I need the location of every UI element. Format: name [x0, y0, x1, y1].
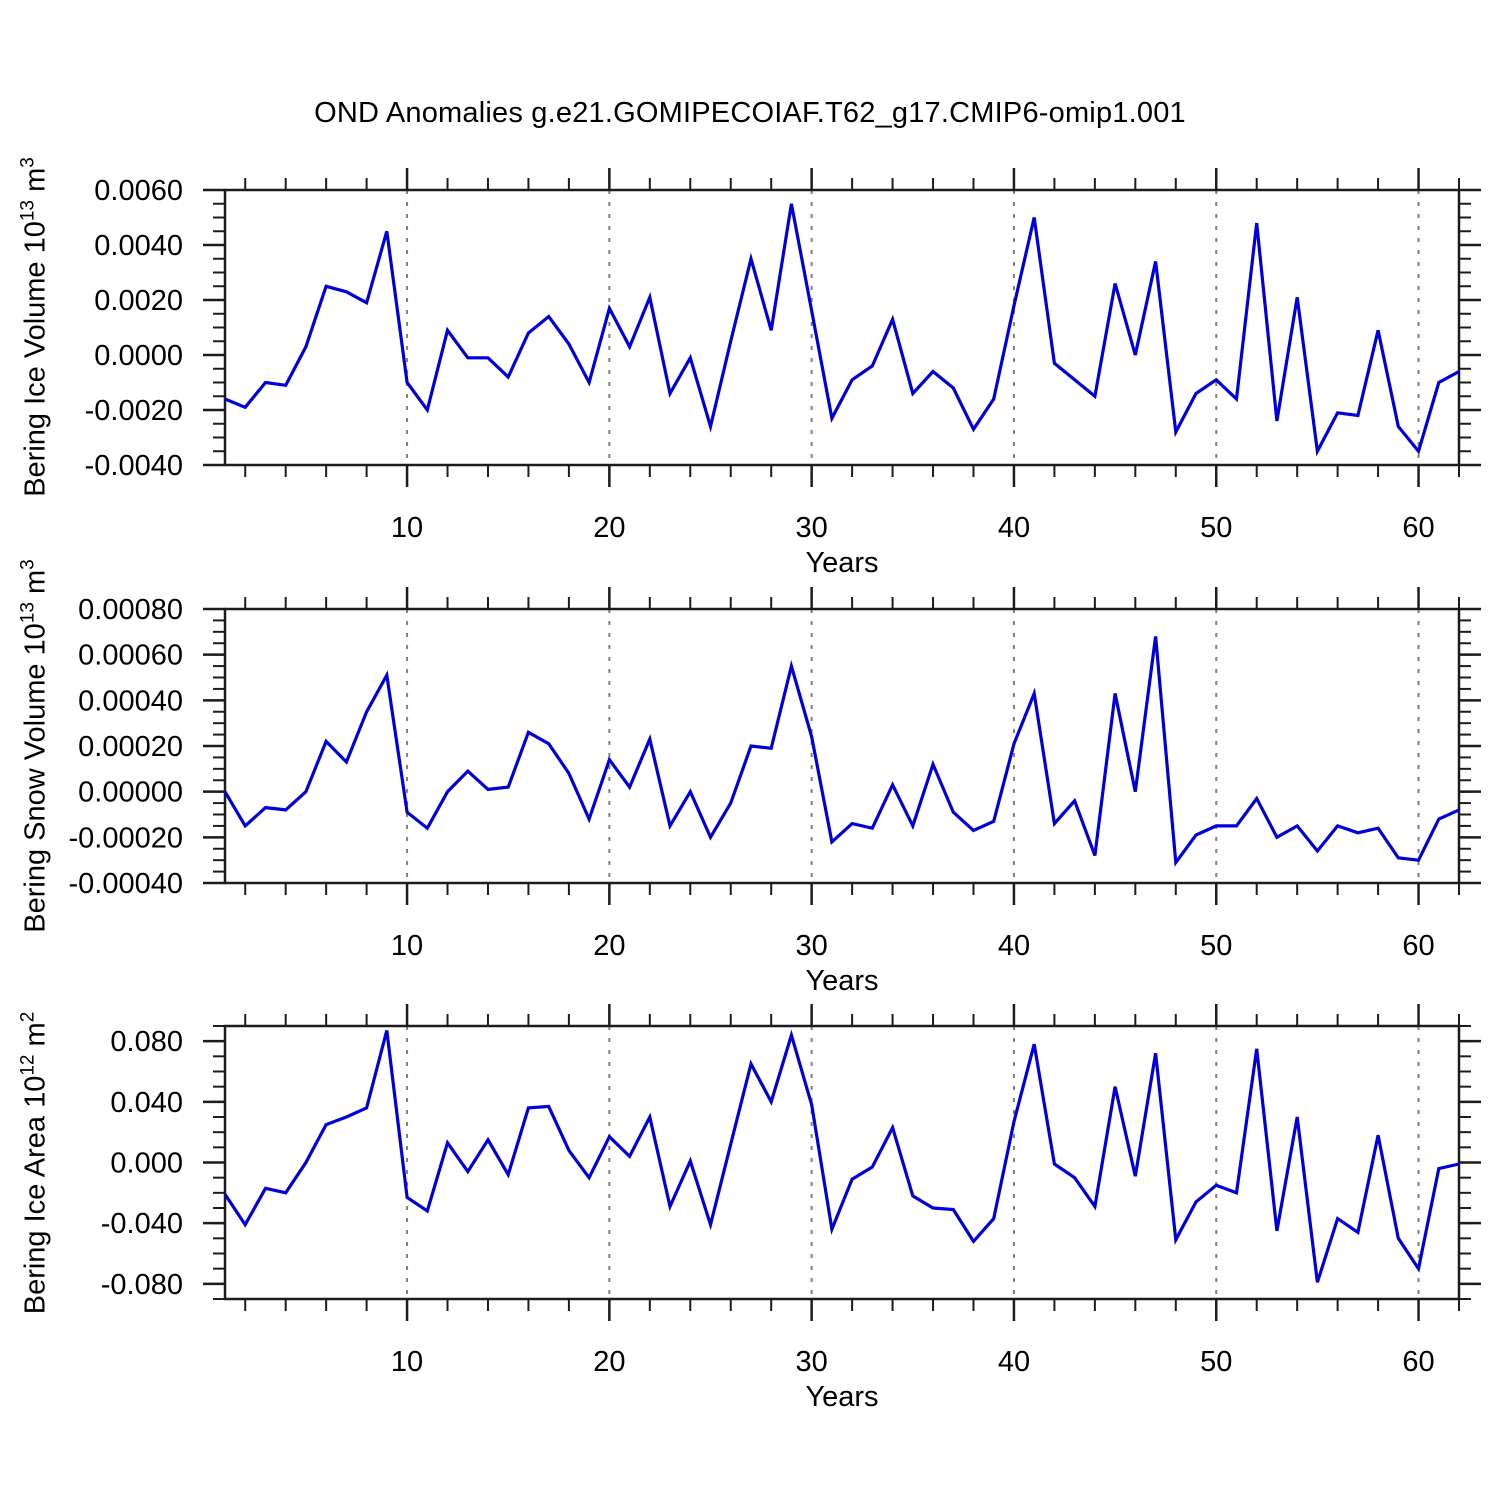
data-line-bering-ice-area: [223, 1029, 1460, 1283]
x-tick-label: 20: [593, 930, 625, 962]
y-tick-label: 0.040: [110, 1087, 183, 1119]
exponent: 13: [17, 602, 39, 624]
x-axis-title-panel-2: Years: [805, 965, 879, 997]
x-tick-label: 50: [1200, 930, 1232, 962]
y-tick-label: 0.0040: [94, 230, 183, 262]
y-tick-label: 0.0060: [94, 175, 183, 207]
y-tick-label: 0.00020: [78, 731, 183, 763]
exponent: 13: [17, 199, 39, 222]
exponent: 12: [17, 1054, 39, 1076]
y-axis-title-snow-volume: Bering Snow Volume 1013 m3: [18, 559, 53, 932]
x-axis-title-panel-1: Years: [805, 547, 879, 579]
y-tick-label: 0.00000: [78, 777, 183, 809]
y-tick-label: -0.0020: [85, 395, 183, 427]
y-tick-label: 0.000: [110, 1148, 183, 1180]
panel-bering-ice-area: 0.080 0.040 0.000 -0.040 -0.080 10 20 30 40 50 60: [101, 1004, 1481, 1378]
y-tick-label: 0.080: [110, 1026, 183, 1058]
x-tick-label: 60: [1402, 1346, 1434, 1378]
data-line-bering-snow-volume: [223, 636, 1460, 867]
unit-exponent: 2: [17, 1011, 39, 1023]
y-tick-label: -0.00040: [69, 868, 184, 900]
panel-bering-snow-volume: 0.00080 0.00060 0.00040 0.00020 0.00000 -0.00…: [69, 587, 1481, 962]
x-tick-label: 10: [391, 1346, 423, 1378]
y-tick-label: 0.00080: [78, 594, 183, 626]
y-axis-title-text: Bering Ice Volume 10: [19, 221, 52, 497]
y-tick-label: 0.0020: [94, 285, 183, 317]
chart-title: OND Anomalies g.e21.GOMIPECOIAF.T62_g17.…: [314, 97, 1186, 129]
y-tick-label: -0.00020: [69, 822, 184, 854]
x-tick-label: 20: [593, 512, 625, 544]
x-tick-label: 10: [391, 512, 423, 544]
x-tick-label: 40: [998, 930, 1030, 962]
x-tick-label: 60: [1402, 930, 1434, 962]
unit-exponent: 3: [17, 559, 39, 570]
data-line-bering-ice-volume: [224, 203, 1460, 457]
y-tick-label: 0.00040: [78, 685, 183, 717]
y-axis-title-text: Bering Snow Volume 10: [19, 623, 52, 933]
x-tick-label: 50: [1200, 512, 1232, 544]
panel-bering-ice-volume: 0.0060 0.0040 0.0020 0.0000 -0.0020 -0.0040 10…: [85, 168, 1481, 544]
unit: m: [19, 1022, 52, 1055]
x-tick-label: 30: [796, 1346, 828, 1378]
unit: m: [19, 569, 52, 603]
x-tick-label: 40: [998, 1346, 1030, 1378]
x-tick-label: 40: [998, 512, 1030, 544]
y-tick-label: 0.0000: [94, 340, 183, 372]
y-tick-label: 0.00060: [78, 640, 183, 672]
y-tick-label: -0.040: [101, 1208, 183, 1240]
x-tick-label: 50: [1200, 1346, 1232, 1378]
x-axis-title-panel-3: Years: [805, 1381, 879, 1413]
y-tick-label: -0.0040: [85, 450, 183, 482]
y-axis-title-text: Bering Ice Area 10: [19, 1075, 52, 1315]
x-tick-label: 10: [391, 930, 423, 962]
unit: m: [19, 167, 52, 200]
unit-exponent: 3: [17, 157, 39, 168]
y-axis-title-ice-volume: Bering Ice Volume 1013 m3: [18, 157, 53, 497]
x-tick-label: 60: [1402, 512, 1434, 544]
x-tick-label: 30: [796, 512, 828, 544]
x-tick-label: 20: [593, 1346, 625, 1378]
y-axis-title-ice-area: Bering Ice Area 1012 m2: [18, 1012, 53, 1315]
y-tick-label: -0.080: [101, 1269, 183, 1301]
x-tick-label: 30: [796, 930, 828, 962]
